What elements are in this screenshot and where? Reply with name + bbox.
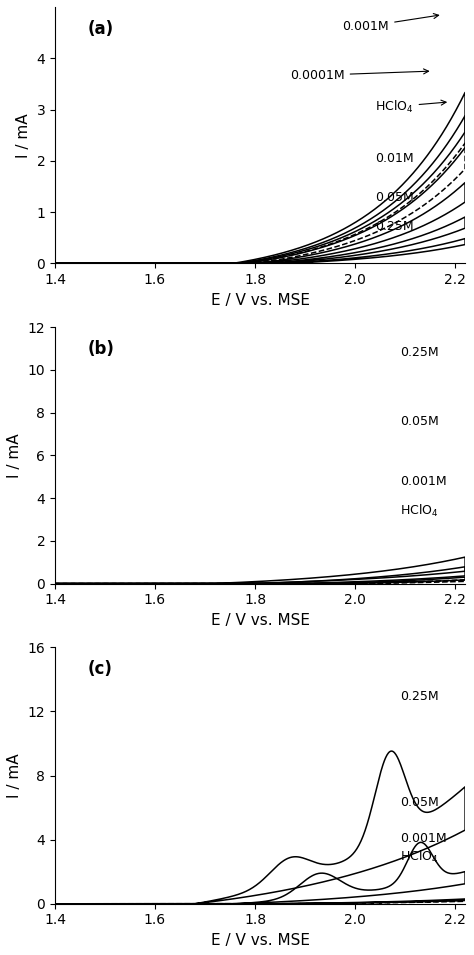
Text: 0.001M: 0.001M [400, 475, 447, 487]
X-axis label: E / V vs. MSE: E / V vs. MSE [210, 293, 310, 308]
Y-axis label: I / mA: I / mA [7, 433, 22, 478]
Y-axis label: I / mA: I / mA [16, 113, 31, 158]
Text: (c): (c) [88, 660, 113, 678]
Text: 0.001M: 0.001M [343, 13, 438, 33]
Text: 0.05M: 0.05M [375, 191, 414, 204]
Y-axis label: I / mA: I / mA [7, 753, 22, 797]
Text: 0.05M: 0.05M [400, 796, 439, 809]
Text: (b): (b) [88, 340, 115, 358]
Text: 0.25M: 0.25M [375, 220, 414, 233]
Text: (a): (a) [88, 20, 114, 38]
Text: 0.05M: 0.05M [400, 414, 439, 428]
Text: 0.001M: 0.001M [400, 832, 447, 844]
Text: 0.0001M: 0.0001M [290, 69, 428, 82]
Text: 0.25M: 0.25M [400, 690, 438, 704]
X-axis label: E / V vs. MSE: E / V vs. MSE [210, 613, 310, 627]
Text: HClO$_4$: HClO$_4$ [375, 98, 446, 115]
Text: HClO$_4$: HClO$_4$ [400, 849, 438, 865]
Text: HClO$_4$: HClO$_4$ [400, 503, 438, 519]
X-axis label: E / V vs. MSE: E / V vs. MSE [210, 933, 310, 948]
Text: 0.01M: 0.01M [375, 152, 414, 165]
Text: 0.25M: 0.25M [400, 347, 438, 359]
